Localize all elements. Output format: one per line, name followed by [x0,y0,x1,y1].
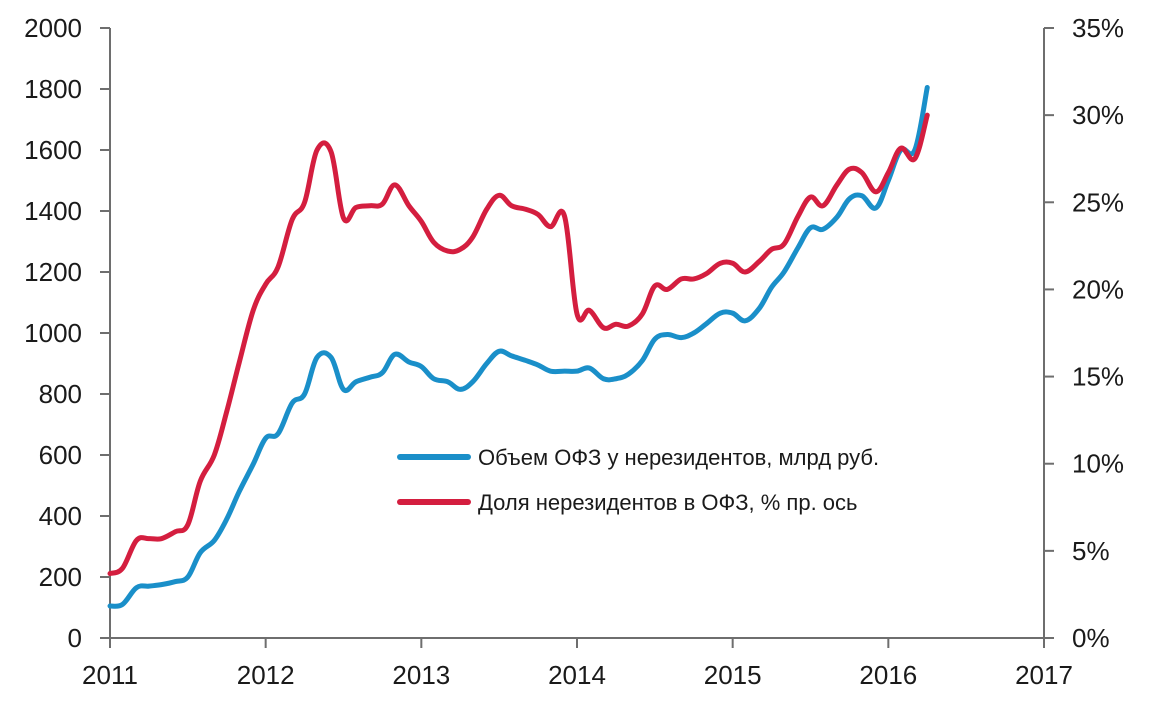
legend-label-share: Доля нерезидентов в ОФЗ, % пр. ось [478,490,858,515]
y-tick-label: 1800 [24,74,82,104]
y2-tick-label: 20% [1072,274,1124,304]
series-line-volume [107,84,930,609]
ticks: 2011 2012 2013 2014 2015 2016 2017 0 200 400 600 80… [24,13,1124,690]
y2-tick-label: 35% [1072,13,1124,43]
legend: Объем ОФЗ у нерезидентов, млрд руб. Доля… [397,445,879,515]
y2-tick-label: 10% [1072,449,1124,479]
y-tick-label: 600 [39,440,82,470]
y-tick-label: 200 [39,562,82,592]
x-tick-label: 2012 [237,660,295,690]
y2-tick-label: 30% [1072,100,1124,130]
x-tick-label: 2014 [548,660,606,690]
y2-tick-label: 0% [1072,623,1110,653]
y-tick-label: 1600 [24,135,82,165]
y-tick-label: 1200 [24,257,82,287]
series-line-share [107,112,930,577]
y-tick-label: 1000 [24,318,82,348]
y2-tick-label: 15% [1072,362,1124,392]
x-tick-label: 2017 [1015,660,1073,690]
y2-tick-label: 5% [1072,536,1110,566]
axes [109,28,1045,639]
y-tick-label: 400 [39,501,82,531]
y-tick-label: 0 [68,623,82,653]
y-tick-label: 1400 [24,196,82,226]
y2-tick-label: 25% [1072,187,1124,217]
series [107,84,930,609]
legend-label-volume: Объем ОФЗ у нерезидентов, млрд руб. [478,445,879,470]
x-tick-label: 2013 [392,660,450,690]
y-tick-label: 800 [39,379,82,409]
x-tick-label: 2011 [82,660,138,690]
x-tick-label: 2015 [704,660,762,690]
y-tick-label: 2000 [24,13,82,43]
x-tick-label: 2016 [859,660,917,690]
